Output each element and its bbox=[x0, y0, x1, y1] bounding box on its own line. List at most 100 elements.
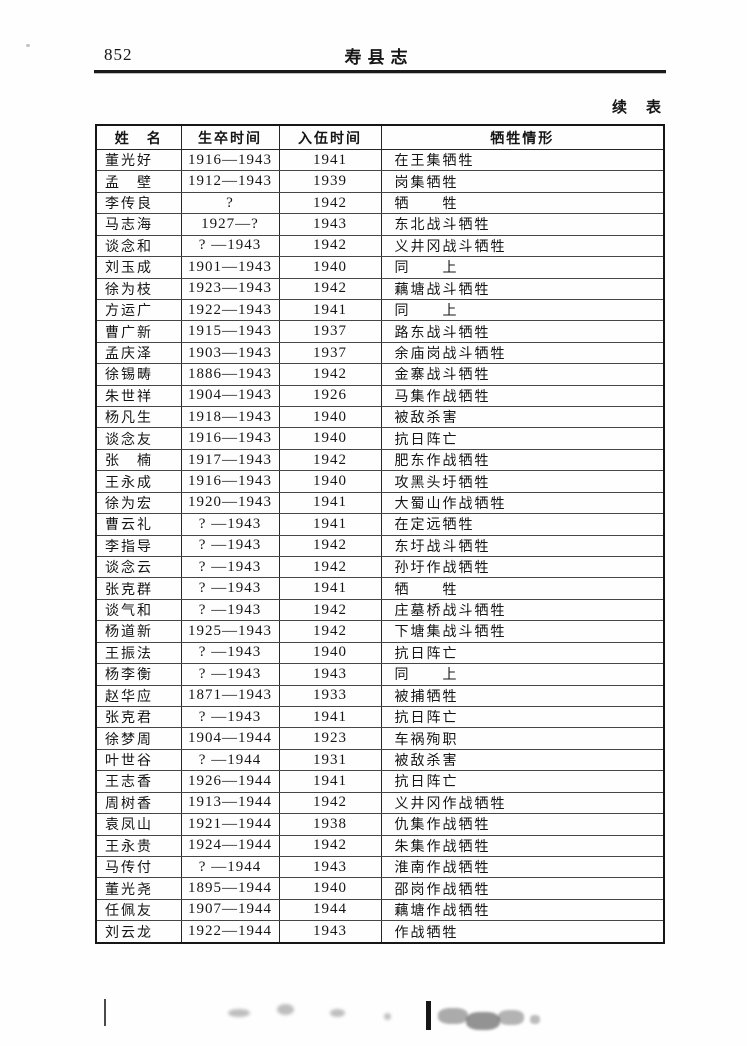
table-row: 徐锡畴 1886—1943 1942 金寨战斗牺牲 bbox=[95, 363, 665, 386]
enlist-year-cell: 1926 bbox=[278, 384, 382, 408]
scan-artifact bbox=[26, 44, 30, 47]
scan-artifact bbox=[228, 1009, 250, 1017]
enlist-year-cell: 1942 bbox=[278, 448, 382, 472]
circumstance-cell: 在王集牺牲 bbox=[380, 148, 665, 172]
table-row: 曹云礼? —1943 1941 在定远牺牲 bbox=[95, 513, 665, 536]
lifespan-cell: 1921—1944 bbox=[180, 813, 280, 836]
circumstance-cell: 大蜀山作战牺牲 bbox=[380, 491, 665, 515]
lifespan-cell: ? —1944 bbox=[180, 855, 280, 879]
circumstance-cell: 抗日阵亡 bbox=[380, 705, 665, 729]
circumstance-cell: 抗日阵亡 bbox=[380, 641, 665, 665]
table-row: 王志香 1926—1944 1941 抗日阵亡 bbox=[95, 770, 665, 793]
lifespan-cell: 1903—1943 bbox=[180, 341, 280, 365]
enlist-year-cell: 1942 bbox=[278, 191, 382, 215]
enlist-year-cell: 1923 bbox=[278, 727, 382, 750]
enlist-year-cell: 1944 bbox=[278, 898, 382, 922]
lifespan-cell: 1917—1943 bbox=[180, 448, 280, 472]
circumstance-cell: 朱集作战牺牲 bbox=[380, 834, 665, 857]
circumstance-cell: 东北战斗牺牲 bbox=[380, 213, 665, 236]
lifespan-cell: 1904—1944 bbox=[180, 727, 280, 750]
name-cell: 孟庆泽 bbox=[95, 341, 182, 365]
circumstance-cell: 被捕牺牲 bbox=[380, 684, 665, 707]
enlist-year-cell: 1937 bbox=[278, 320, 382, 343]
header-name: 姓 名 bbox=[95, 124, 182, 150]
name-cell: 马志海 bbox=[95, 213, 182, 236]
header-circumstance: 牺牲情形 bbox=[380, 124, 665, 150]
enlist-year-cell: 1941 bbox=[278, 513, 382, 536]
name-cell: 朱世祥 bbox=[95, 384, 182, 408]
circumstance-cell: 东圩战斗牺牲 bbox=[380, 534, 665, 558]
table-row: 马志海 1927—? 1943 东北战斗牺牲 bbox=[95, 213, 665, 236]
name-cell: 马传付 bbox=[95, 855, 182, 879]
lifespan-cell: ? bbox=[180, 191, 280, 215]
table-row: 徐梦周 1904—1944 1923 车祸殉职 bbox=[95, 727, 665, 750]
name-cell: 王振法 bbox=[95, 641, 182, 665]
enlist-year-cell: 1942 bbox=[278, 834, 382, 857]
circumstance-cell: 同 上 bbox=[380, 256, 665, 279]
name-cell: 王永成 bbox=[95, 470, 182, 493]
table-row: 曹广新 1915—1943 1937 路东战斗牺牲 bbox=[95, 320, 665, 343]
table-body: 董光好 1916—1943 1941 在王集牺牲孟 壁 1912—1943 1939 岗集牺… bbox=[95, 148, 665, 944]
lifespan-cell: ? —1943 bbox=[180, 663, 280, 686]
enlist-year-cell: 1939 bbox=[278, 170, 382, 193]
table-row: 叶世谷? —1944 1931 被敌杀害 bbox=[95, 748, 665, 772]
table-row: 刘云龙 1922—1944 1943 作战牺牲 bbox=[95, 920, 665, 944]
name-cell: 王永贵 bbox=[95, 834, 182, 857]
circumstance-cell: 藕塘战斗牺牲 bbox=[380, 277, 665, 300]
enlist-year-cell: 1942 bbox=[278, 534, 382, 558]
table-row: 王永成 1916—1943 1940 攻黑头圩牺牲 bbox=[95, 470, 665, 493]
scan-artifact bbox=[104, 999, 106, 1026]
table-row: 袁凤山 1921—1944 1938 仇集作战牺牲 bbox=[95, 813, 665, 836]
name-cell: 刘云龙 bbox=[95, 920, 182, 944]
table-header-row: 姓 名生卒时间 入伍时间 牺牲情形 bbox=[95, 124, 665, 150]
lifespan-cell: 1916—1943 bbox=[180, 148, 280, 172]
table-continued-label: 续 表 bbox=[611, 100, 663, 116]
circumstance-cell: 义井冈战斗牺牲 bbox=[380, 234, 665, 258]
lifespan-cell: ? —1943 bbox=[180, 556, 280, 579]
circumstance-cell: 抗日阵亡 bbox=[380, 770, 665, 793]
lifespan-cell: ? —1943 bbox=[180, 705, 280, 729]
lifespan-cell: 1923—1943 bbox=[180, 277, 280, 300]
name-cell: 杨道新 bbox=[95, 620, 182, 643]
circumstance-cell: 岗集牺牲 bbox=[380, 170, 665, 193]
lifespan-cell: 1927—? bbox=[180, 213, 280, 236]
enlist-year-cell: 1941 bbox=[278, 705, 382, 729]
circumstance-cell: 庄墓桥战斗牺牲 bbox=[380, 598, 665, 622]
circumstance-cell: 牺 牲 bbox=[380, 191, 665, 215]
lifespan-cell: 1920—1943 bbox=[180, 491, 280, 515]
scan-artifact bbox=[426, 1001, 431, 1030]
lifespan-cell: 1918—1943 bbox=[180, 406, 280, 429]
enlist-year-cell: 1942 bbox=[278, 598, 382, 622]
enlist-year-cell: 1940 bbox=[278, 256, 382, 279]
name-cell: 任佩友 bbox=[95, 898, 182, 922]
circumstance-cell: 同 上 bbox=[380, 663, 665, 686]
page-number: 852 bbox=[104, 45, 133, 64]
table-row: 周树香 1913—1944 1942 义井冈作战牺牲 bbox=[95, 791, 665, 815]
circumstance-cell: 淮南作战牺牲 bbox=[380, 855, 665, 879]
scan-artifact bbox=[498, 1010, 524, 1025]
circumstance-cell: 邵岗作战牺牲 bbox=[380, 877, 665, 900]
enlist-year-cell: 1931 bbox=[278, 748, 382, 772]
enlist-year-cell: 1938 bbox=[278, 813, 382, 836]
table-row: 徐为宏 1920—1943 1941 大蜀山作战牺牲 bbox=[95, 491, 665, 515]
circumstance-cell: 藕塘作战牺牲 bbox=[380, 898, 665, 922]
enlist-year-cell: 1941 bbox=[278, 298, 382, 322]
name-cell: 张克群 bbox=[95, 577, 182, 600]
table-row: 谈气和? —1943 1942 庄墓桥战斗牺牲 bbox=[95, 598, 665, 622]
table-row: 杨李衡? —1943 1943 同 上 bbox=[95, 663, 665, 686]
lifespan-cell: ? —1943 bbox=[180, 598, 280, 622]
name-cell: 王志香 bbox=[95, 770, 182, 793]
scan-artifact bbox=[330, 1009, 345, 1017]
lifespan-cell: 1922—1943 bbox=[180, 298, 280, 322]
table-row: 孟 壁 1912—1943 1939 岗集牺牲 bbox=[95, 170, 665, 193]
circumstance-cell: 抗日阵亡 bbox=[380, 427, 665, 450]
circumstance-cell: 下塘集战斗牺牲 bbox=[380, 620, 665, 643]
header-rule bbox=[94, 70, 666, 73]
table-row: 王振法? —1943 1940 抗日阵亡 bbox=[95, 641, 665, 665]
enlist-year-cell: 1940 bbox=[278, 470, 382, 493]
circumstance-cell: 余庙岗战斗牺牲 bbox=[380, 341, 665, 365]
scan-artifact bbox=[384, 1013, 391, 1020]
lifespan-cell: 1916—1943 bbox=[180, 427, 280, 450]
circumstance-cell: 马集作战牺牲 bbox=[380, 384, 665, 408]
table-row: 张克君? —1943 1941 抗日阵亡 bbox=[95, 705, 665, 729]
